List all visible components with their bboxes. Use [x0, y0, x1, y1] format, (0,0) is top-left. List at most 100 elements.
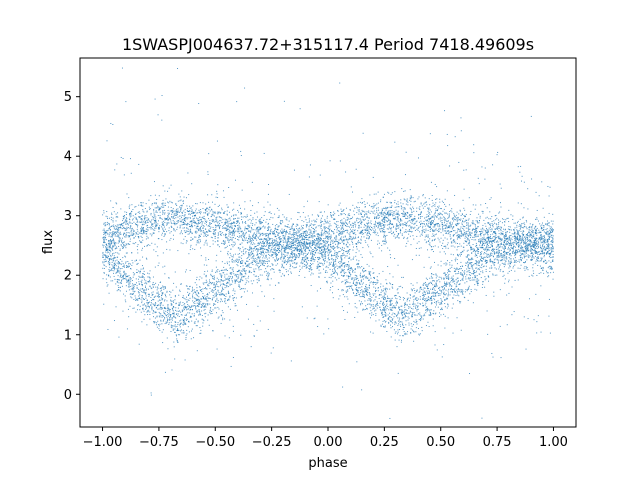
data-point [450, 241, 452, 243]
data-point [277, 226, 279, 228]
data-point [543, 256, 545, 258]
data-point [439, 208, 441, 210]
data-point [507, 243, 509, 245]
data-point [317, 236, 319, 238]
data-point [476, 250, 478, 252]
data-point [264, 227, 266, 229]
data-point [297, 235, 299, 237]
data-point [332, 280, 334, 282]
data-point [538, 195, 540, 197]
data-point [199, 313, 201, 315]
data-point [391, 300, 393, 302]
data-point [126, 279, 128, 281]
data-point [140, 311, 142, 313]
data-point [343, 310, 345, 312]
data-point [134, 284, 136, 286]
data-point [375, 290, 377, 292]
data-point [433, 292, 435, 294]
data-point [358, 207, 360, 209]
data-point [407, 297, 409, 299]
data-point [132, 215, 134, 217]
data-point [224, 221, 226, 223]
data-point [470, 263, 472, 265]
data-point [173, 313, 174, 315]
data-point [467, 235, 469, 236]
data-point [358, 232, 360, 234]
data-point [276, 238, 278, 240]
data-point [222, 312, 224, 314]
data-point [304, 249, 306, 251]
data-point [114, 235, 116, 237]
data-point [522, 216, 524, 218]
data-point [264, 243, 266, 245]
data-point [435, 223, 437, 225]
data-point [468, 269, 470, 271]
data-point [238, 239, 240, 241]
data-point [525, 348, 527, 350]
data-point [368, 287, 370, 289]
data-point [207, 234, 209, 236]
data-point [256, 279, 258, 281]
data-point [108, 292, 110, 294]
data-point [360, 239, 362, 241]
data-point [503, 248, 505, 250]
data-point [395, 229, 397, 231]
data-point [311, 257, 313, 259]
data-point [458, 246, 460, 248]
data-point [386, 201, 388, 203]
data-point [102, 267, 104, 269]
data-point [451, 222, 453, 224]
data-point [177, 322, 179, 324]
data-point [453, 239, 455, 241]
data-point [364, 203, 366, 205]
data-point [195, 208, 197, 210]
data-point [441, 300, 443, 302]
data-point [164, 273, 166, 275]
data-point [165, 204, 167, 206]
data-point [153, 232, 154, 234]
data-point [520, 259, 522, 261]
data-point [117, 242, 119, 244]
data-point [528, 255, 530, 257]
data-point [476, 249, 478, 251]
data-point [460, 273, 462, 275]
data-point [376, 225, 378, 227]
data-point [519, 225, 521, 227]
data-point [319, 211, 321, 213]
data-point [460, 130, 462, 132]
data-point [310, 253, 312, 255]
data-point [462, 274, 464, 276]
data-point [373, 206, 375, 208]
data-point [236, 279, 238, 281]
data-point [301, 238, 303, 240]
data-point [335, 223, 337, 225]
data-point [257, 265, 259, 267]
data-point [366, 287, 368, 289]
data-point [526, 235, 528, 236]
data-point [533, 240, 535, 242]
data-point [487, 236, 489, 238]
data-point [186, 205, 188, 207]
data-point [142, 308, 144, 310]
data-point [493, 231, 495, 233]
data-point [254, 236, 256, 238]
data-point [154, 207, 156, 209]
data-point [323, 241, 325, 243]
data-point [109, 232, 111, 234]
data-point [500, 243, 502, 245]
data-point [265, 238, 267, 240]
data-point [298, 241, 300, 243]
data-point [434, 205, 436, 207]
data-point [125, 213, 127, 215]
data-point [226, 282, 228, 284]
data-point [469, 232, 471, 234]
data-point [447, 272, 449, 274]
data-point [285, 233, 287, 235]
data-point [267, 276, 269, 278]
data-point [277, 245, 279, 247]
data-point [252, 242, 254, 244]
data-point [429, 244, 431, 246]
data-point [492, 356, 494, 358]
data-point [437, 222, 439, 224]
